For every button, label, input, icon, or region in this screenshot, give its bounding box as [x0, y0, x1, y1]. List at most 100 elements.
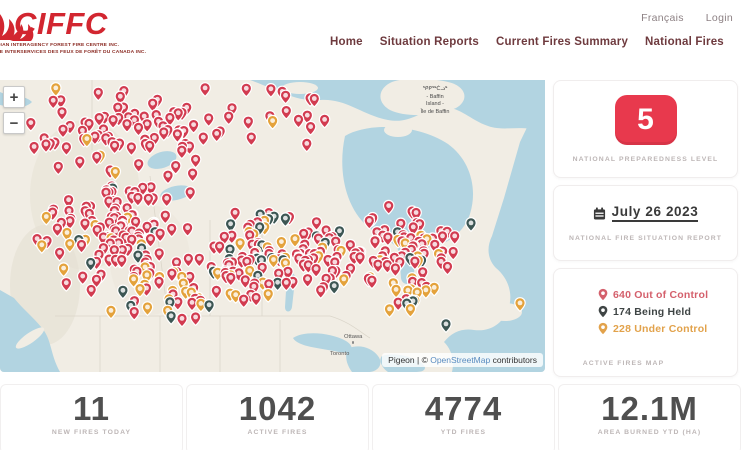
fire-pin[interactable] [390, 283, 402, 299]
fire-pin[interactable] [240, 82, 253, 98]
fire-pin[interactable] [222, 110, 235, 126]
fire-pin[interactable] [369, 235, 381, 250]
fire-pin[interactable] [92, 86, 105, 102]
fire-pin[interactable] [389, 262, 402, 278]
fire-pin[interactable] [132, 191, 144, 207]
fire-pin[interactable] [314, 284, 327, 299]
nav-current-fires-summary[interactable]: Current Fires Summary [496, 36, 629, 48]
fire-pin[interactable] [181, 221, 194, 237]
fire-pin[interactable] [237, 293, 250, 309]
fire-pin[interactable] [162, 169, 174, 185]
fire-pin[interactable] [187, 118, 200, 134]
fire-pin[interactable] [134, 282, 146, 298]
fire-pin[interactable] [186, 167, 199, 183]
fire-pin[interactable] [242, 115, 255, 131]
fire-pin[interactable] [75, 238, 88, 254]
fire-pin[interactable] [56, 105, 68, 121]
fire-pins-layer[interactable] [0, 80, 545, 372]
fire-pin[interactable] [176, 144, 188, 160]
fire-pin[interactable] [193, 252, 206, 268]
fire-pin[interactable] [76, 270, 89, 286]
fire-pin[interactable] [40, 210, 53, 226]
fire-pin[interactable] [107, 113, 119, 129]
fire-pin[interactable] [57, 123, 69, 139]
fire-pin[interactable] [74, 155, 86, 171]
fire-pin[interactable] [79, 217, 91, 233]
fire-pin[interactable] [448, 230, 461, 245]
zoom-out-button[interactable]: − [3, 112, 25, 134]
fire-pin[interactable] [210, 284, 223, 300]
situation-report-date-link[interactable]: July 26 2023 [593, 204, 699, 222]
fire-pin[interactable] [108, 139, 121, 155]
nav-home[interactable]: Home [330, 36, 363, 48]
fire-pin[interactable] [51, 222, 64, 238]
fire-pin[interactable] [363, 214, 376, 230]
fire-pin[interactable] [203, 298, 215, 314]
fire-pin[interactable] [60, 141, 73, 156]
fire-pin[interactable] [109, 165, 122, 181]
fire-pin[interactable] [141, 301, 154, 317]
fire-pin[interactable] [184, 186, 196, 201]
active-fires-map[interactable]: ᕿᑭᖅᑖᓗᒃ - Baffin Island - Île de Baffin O… [0, 80, 545, 372]
fire-pin[interactable] [85, 283, 97, 299]
fire-pin[interactable] [24, 116, 37, 132]
fire-pin[interactable] [404, 302, 417, 318]
fire-pin[interactable] [132, 121, 145, 137]
fire-pin[interactable] [304, 120, 317, 136]
fire-pin[interactable] [176, 312, 188, 328]
fire-pin[interactable] [128, 305, 140, 321]
fire-pin[interactable] [35, 238, 48, 254]
fire-pin[interactable] [382, 231, 394, 247]
language-link[interactable]: Français [641, 12, 684, 24]
fire-pin[interactable] [182, 252, 195, 268]
fire-pin[interactable] [125, 141, 138, 156]
fire-pin[interactable] [165, 309, 177, 325]
fire-pin[interactable] [84, 256, 97, 272]
fire-pin[interactable] [441, 260, 454, 276]
fire-pin[interactable] [318, 113, 331, 129]
fire-pin[interactable] [28, 140, 40, 156]
openstreetmap-link[interactable]: OpenStreetMap [430, 355, 491, 365]
fire-pin[interactable] [132, 157, 145, 173]
fire-pin[interactable] [234, 236, 246, 252]
fire-pin[interactable] [275, 235, 288, 251]
fire-pin[interactable] [292, 113, 305, 129]
fire-pin[interactable] [447, 245, 460, 261]
fire-pin[interactable] [160, 192, 173, 208]
fire-pin[interactable] [60, 276, 73, 292]
fire-pin[interactable] [105, 304, 117, 320]
fire-pin[interactable] [153, 275, 165, 291]
login-link[interactable]: Login [705, 12, 733, 24]
fire-pin[interactable] [117, 284, 129, 300]
fire-pin[interactable] [199, 82, 211, 97]
fire-pin[interactable] [202, 112, 215, 127]
fire-pin[interactable] [337, 273, 350, 288]
fire-pin[interactable] [189, 311, 202, 327]
fire-pin[interactable] [328, 279, 341, 295]
fire-pin[interactable] [250, 291, 262, 307]
fire-pin[interactable] [382, 199, 395, 215]
fire-pin[interactable] [279, 89, 292, 105]
fire-pin[interactable] [310, 215, 323, 231]
zoom-in-button[interactable]: + [3, 86, 25, 108]
fire-pin[interactable] [159, 209, 172, 225]
fire-pin[interactable] [245, 131, 258, 147]
fire-pin[interactable] [465, 217, 477, 232]
fire-pin[interactable] [262, 287, 275, 303]
nav-situation-reports[interactable]: Situation Reports [379, 36, 480, 48]
fire-pin[interactable] [47, 94, 60, 110]
ciffc-logo[interactable]: CIFFC CANADIAN INTERAGENCY FOREST FIRE C… [0, 4, 200, 64]
fire-pin[interactable] [189, 153, 202, 169]
fire-pin[interactable] [383, 303, 396, 318]
fire-pin[interactable] [372, 258, 384, 274]
fire-pin[interactable] [52, 160, 65, 176]
fire-pin[interactable] [440, 318, 452, 333]
fire-pin[interactable] [280, 276, 293, 292]
fire-pin[interactable] [197, 131, 210, 147]
fire-pin[interactable] [165, 222, 178, 238]
fire-pin[interactable] [121, 117, 133, 133]
fire-pin[interactable] [53, 246, 66, 262]
fire-pin[interactable] [266, 114, 279, 130]
fire-pin[interactable] [280, 104, 293, 120]
fire-pin[interactable] [57, 262, 70, 278]
